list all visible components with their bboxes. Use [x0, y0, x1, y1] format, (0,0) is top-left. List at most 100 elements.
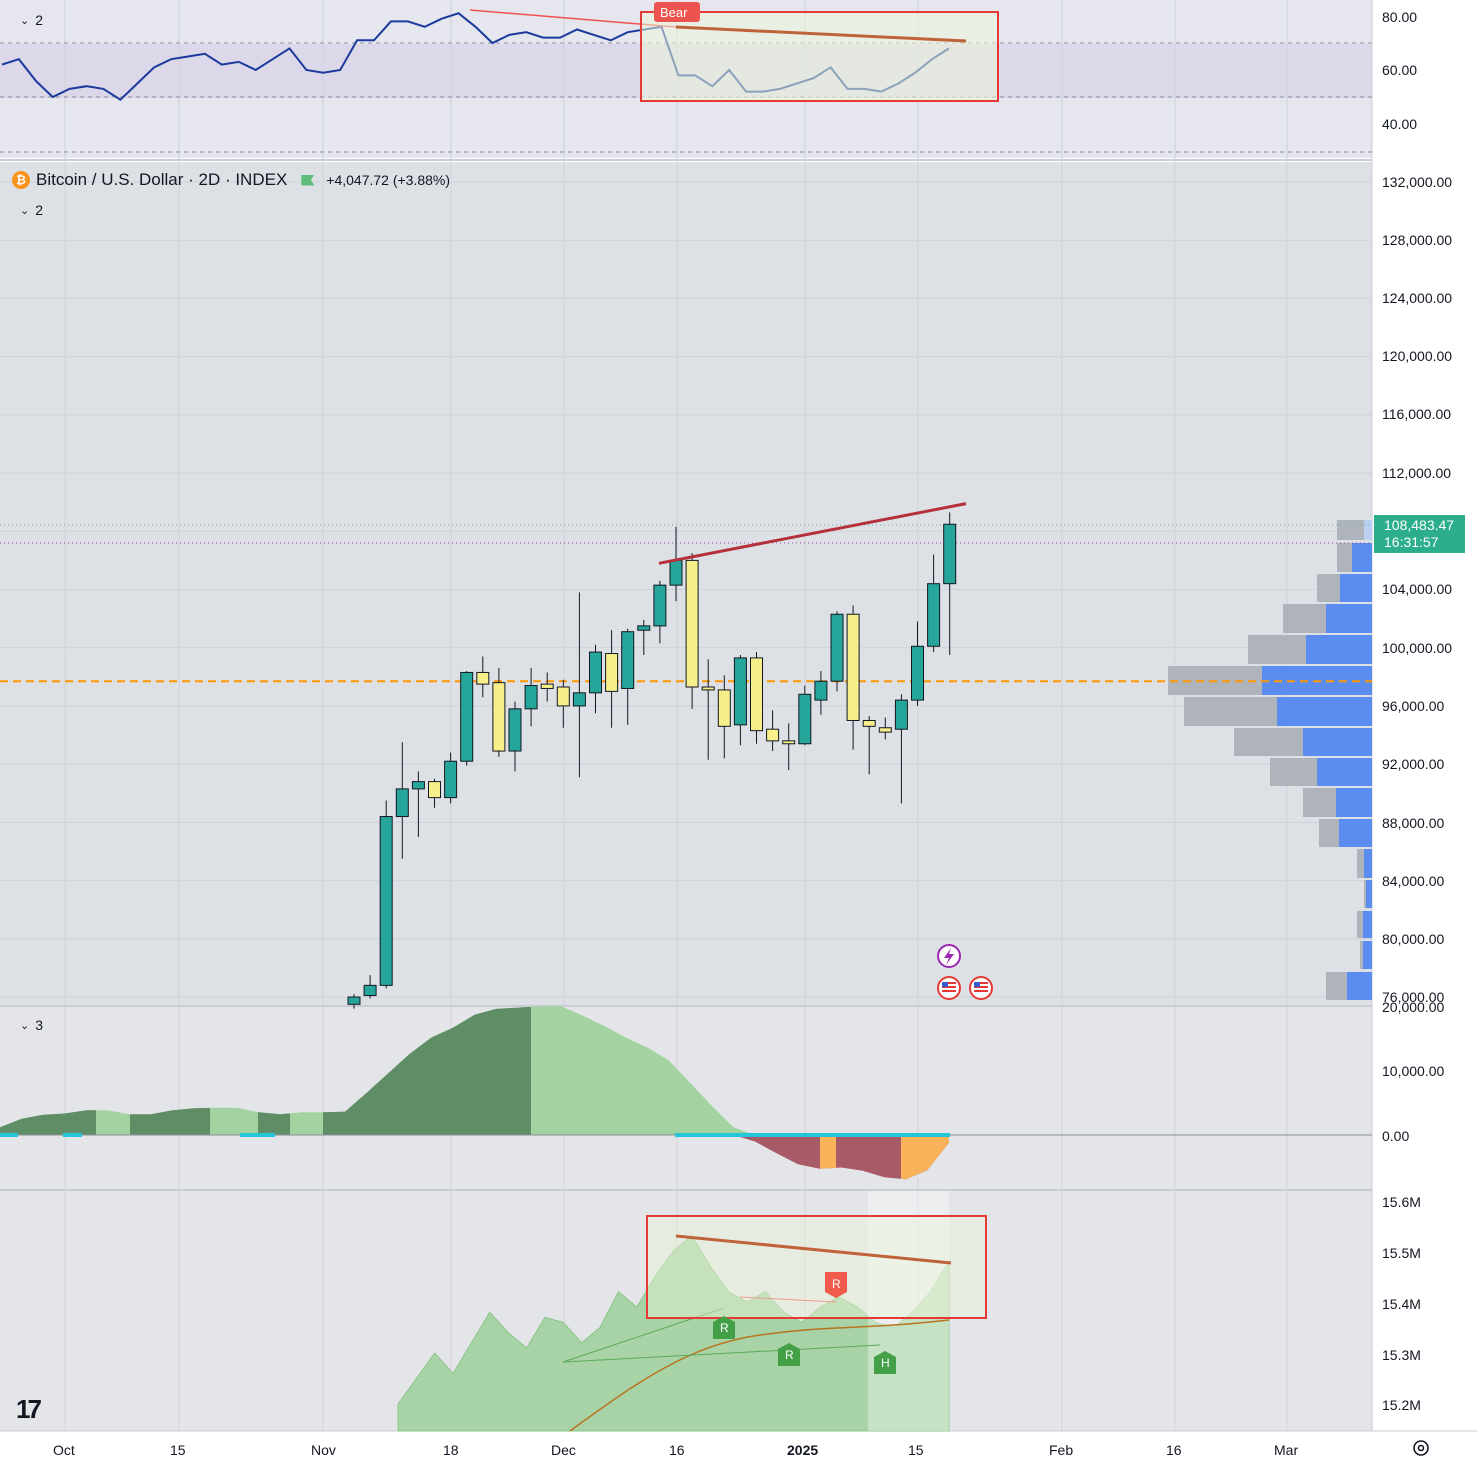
main-layer	[0, 502, 1372, 1009]
volume-profile-blue-bar	[1363, 911, 1372, 938]
time-axis-label: 18	[443, 1442, 459, 1458]
rsi-collapse-count: 2	[35, 12, 44, 28]
osc-collapse-count: 3	[35, 1017, 44, 1033]
volume-profile-gray-bar	[1326, 972, 1347, 1000]
volume-profile-blue-bar	[1326, 604, 1372, 633]
volume-marker: R	[713, 1316, 735, 1339]
volume-profile-gray-bar	[1319, 819, 1339, 847]
volume-profile-gray-bar	[1364, 880, 1366, 908]
price-axis-label: 76,000.00	[1382, 989, 1444, 1005]
candle-body	[508, 708, 522, 752]
time-axis-label: 15	[908, 1442, 924, 1458]
candle-body	[927, 583, 941, 647]
price-axis-label: 120,000.00	[1382, 348, 1452, 364]
price-axis-label: 88,000.00	[1382, 815, 1444, 831]
volume-marker-label: R	[720, 1321, 729, 1335]
volume-highlight-box	[646, 1215, 987, 1319]
volume-profile-gray-bar	[1337, 520, 1364, 540]
volume-profile-gray-bar	[1357, 849, 1364, 878]
time-axis[interactable]	[0, 1431, 1477, 1471]
bar-countdown: 16:31:57	[1384, 534, 1439, 550]
osc-axis-label: 0.00	[1382, 1128, 1409, 1144]
volume-profile-gray-bar	[1234, 728, 1303, 756]
candle-body	[685, 559, 699, 688]
main-collapse-count: 2	[35, 202, 44, 218]
time-axis-label: Feb	[1049, 1442, 1073, 1458]
volume-profile-blue-bar	[1366, 880, 1372, 908]
time-axis-label: Nov	[311, 1442, 336, 1458]
candle-body	[476, 671, 490, 685]
price-axis-label: 92,000.00	[1382, 756, 1444, 772]
volume-profile-gray-bar	[1283, 604, 1326, 633]
chevron-down-icon: ⌄	[20, 1019, 30, 1032]
vol-axis-label: 15.4M	[1382, 1296, 1421, 1312]
flag-icon	[301, 174, 315, 186]
volume-marker: R	[778, 1343, 800, 1366]
us-flag-event-icon[interactable]	[969, 976, 993, 1000]
candle-body	[524, 685, 538, 710]
bear-badge	[654, 2, 700, 22]
time-axis-label: 2025	[787, 1442, 818, 1458]
price-axis-label: 116,000.00	[1382, 406, 1451, 422]
volume-profile-gray-bar	[1360, 941, 1363, 969]
vol-axis-label: 15.3M	[1382, 1347, 1421, 1363]
candle-body	[798, 693, 812, 745]
volume-profile-blue-bar	[1303, 728, 1372, 756]
volume-marker-shape	[778, 1343, 800, 1366]
volume-marker-label: R	[832, 1277, 841, 1291]
bitcoin-icon: ₿	[12, 171, 30, 189]
rsi-collapse-toggle[interactable]: ⌄ 2	[20, 12, 43, 28]
vol-axis-label: 15.6M	[1382, 1194, 1421, 1210]
candle-body	[653, 584, 667, 627]
volume-profile-blue-bar	[1352, 543, 1372, 572]
vol-axis-label: 15.5M	[1382, 1245, 1421, 1261]
volume-profile-gray-bar	[1317, 574, 1340, 602]
candle-body	[830, 613, 844, 682]
rsi-trend-line	[675, 25, 967, 43]
main-collapse-toggle[interactable]: ⌄ 2	[20, 202, 43, 218]
candle-body	[363, 984, 377, 997]
price-change: +4,047.72 (+3.88%)	[326, 172, 451, 188]
volume-profile-gray-bar	[1248, 635, 1306, 664]
price-divergence-line	[658, 502, 967, 565]
volume-profile-gray-bar	[1357, 911, 1363, 938]
volume-profile-gray-bar	[1270, 758, 1317, 786]
candle-body	[347, 996, 361, 1005]
candle-body	[428, 781, 441, 799]
candle-body	[460, 671, 474, 762]
vol-layer: R R R H	[397, 1191, 987, 1432]
last-price: 108,483.47	[1384, 517, 1455, 533]
volume-profile-blue-bar	[1363, 941, 1372, 969]
osc-axis-label: 20,000.00	[1382, 999, 1444, 1015]
lightning-icon[interactable]	[937, 944, 961, 968]
volume-profile-blue-bar	[1364, 520, 1372, 540]
price-axis-label: 124,000.00	[1382, 290, 1452, 306]
candle-body	[894, 699, 908, 730]
volume-profile-blue-bar	[1277, 697, 1372, 726]
symbol-legend[interactable]: ₿ Bitcoin / U.S. Dollar · 2D · INDEX +4,…	[12, 170, 450, 190]
candle-body	[540, 683, 554, 689]
candle-body	[782, 740, 796, 745]
candle-body	[911, 645, 924, 701]
candle-body	[733, 657, 747, 726]
volume-marker-label: R	[785, 1348, 794, 1362]
volume-profile-gray-bar	[1337, 543, 1352, 572]
chevron-down-icon: ⌄	[20, 14, 30, 27]
price-axis-label: 100,000.00	[1382, 640, 1452, 656]
volume-profile-blue-bar	[1347, 972, 1372, 1000]
candle-body	[862, 719, 876, 727]
volume-marker: R	[825, 1272, 847, 1298]
tradingview-logo[interactable]: 17	[16, 1394, 42, 1424]
rsi-layer	[0, 9, 1372, 153]
time-axis-label: Mar	[1274, 1442, 1298, 1458]
osc-collapse-toggle[interactable]: ⌄ 3	[20, 1017, 43, 1033]
price-axis-label: 80,000.00	[1382, 931, 1444, 947]
candle-body	[605, 653, 619, 692]
us-flag-event-icon[interactable]	[937, 976, 961, 1000]
price-axis[interactable]	[1372, 0, 1477, 1431]
candle-body	[589, 651, 602, 694]
settings-gear-icon[interactable]	[1411, 1438, 1431, 1458]
rsi-axis-label: 80.00	[1382, 9, 1417, 25]
candle-body	[846, 613, 860, 721]
